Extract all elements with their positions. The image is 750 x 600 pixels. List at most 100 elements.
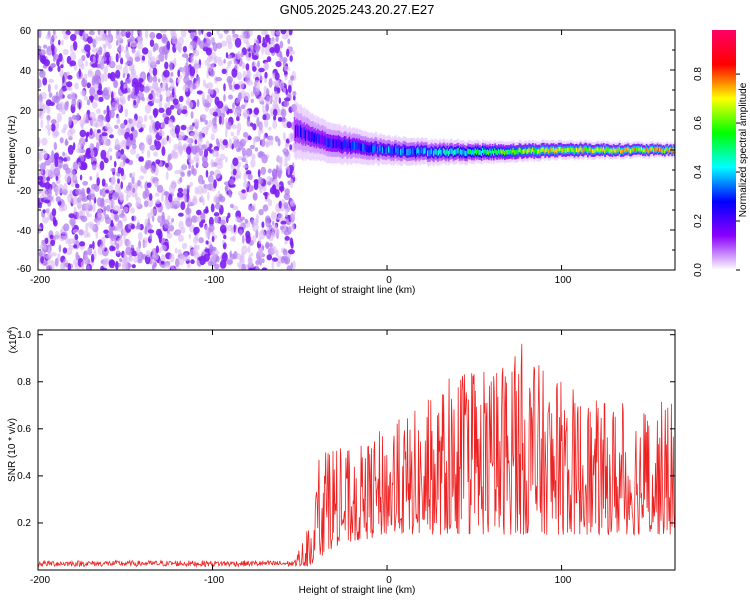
ridge-cell (522, 149, 525, 154)
noise-cell (181, 67, 186, 75)
noise-cell (196, 90, 203, 95)
noise-cell (46, 176, 51, 182)
ridge-cell (507, 149, 510, 155)
ridge-cell (446, 148, 449, 154)
ridge-cell (611, 149, 614, 154)
noise-cell (220, 116, 225, 125)
noise-cell (52, 34, 58, 40)
noise-cell (234, 37, 242, 48)
ridge-cell (385, 147, 388, 154)
noise-cell (193, 244, 198, 250)
noise-cell (126, 240, 132, 247)
noise-cell (79, 174, 83, 181)
noise-cell (208, 119, 213, 128)
ridge-cell (471, 150, 473, 156)
ridge-cell (303, 127, 306, 139)
ridge-cell (550, 147, 553, 152)
noise-cell (96, 89, 103, 96)
ridge-cell (497, 148, 500, 154)
noise-cell (205, 47, 212, 56)
noise-cell (73, 244, 78, 249)
noise-cell (161, 122, 166, 129)
noise-cell (240, 216, 246, 221)
noise-cell (205, 240, 209, 245)
ridge-cell (571, 147, 574, 152)
ridge-cell (508, 149, 511, 155)
ridge-cell (633, 147, 636, 151)
noise-cell (245, 148, 253, 157)
noise-cell (108, 191, 113, 201)
ridge-cell (425, 148, 428, 154)
noise-cell (246, 70, 252, 78)
noise-cell (147, 198, 154, 208)
noise-cell (87, 246, 93, 256)
noise-cell (188, 159, 195, 165)
noise-cell (116, 98, 120, 105)
ridge-cell (634, 147, 637, 152)
ridge-cell (341, 142, 344, 151)
ridge-cell (383, 146, 385, 153)
noise-cell (264, 71, 268, 79)
noise-cell (189, 66, 196, 77)
noise-cell (151, 254, 157, 264)
snr-ticks (37, 330, 675, 570)
ridge-cell (523, 149, 526, 154)
noise-cell (98, 96, 104, 103)
noise-cell (72, 142, 76, 151)
ridge-cell (391, 147, 394, 154)
noise-cell (175, 230, 181, 237)
noise-cell (101, 267, 108, 270)
noise-cell (124, 61, 128, 68)
ridge-cell (460, 149, 462, 155)
noise-cell (52, 30, 56, 36)
ridge-cell (440, 150, 443, 156)
noise-cell (86, 82, 92, 89)
ridge-cell (551, 148, 554, 153)
noise-cell (238, 264, 242, 270)
noise-cell (48, 92, 53, 98)
noise-cell (147, 229, 155, 234)
noise-cell (154, 180, 159, 187)
ridge-cell (599, 148, 602, 153)
noise-cell (119, 95, 126, 103)
noise-cell (72, 161, 79, 171)
noise-cell (115, 243, 120, 250)
noise-cell (103, 207, 106, 216)
y-tick-label: 20 (20, 106, 32, 117)
noise-cell (274, 135, 279, 142)
ridge-cell (310, 131, 313, 142)
noise-cell (288, 30, 293, 36)
noise-region (38, 30, 297, 270)
noise-cell (166, 232, 173, 239)
noise-cell (208, 216, 214, 227)
noise-cell (147, 49, 152, 60)
noise-cell (261, 267, 268, 270)
noise-cell (133, 256, 139, 263)
noise-cell (160, 221, 163, 227)
noise-cell (61, 30, 66, 35)
noise-cell (246, 79, 253, 86)
noise-cell (89, 128, 93, 136)
ridge-cell (363, 144, 366, 152)
noise-cell (248, 267, 255, 270)
noise-cell (85, 137, 88, 143)
noise-cell (41, 188, 48, 197)
noise-cell (218, 115, 222, 125)
noise-cell (59, 137, 64, 144)
noise-cell (264, 215, 271, 224)
noise-cell (230, 224, 234, 234)
noise-cell (141, 123, 146, 129)
noise-cell (97, 30, 101, 36)
noise-cell (154, 192, 160, 197)
noise-cell (106, 151, 110, 159)
ridge-cell (673, 149, 675, 153)
ridge-cell (469, 149, 472, 155)
noise-cell (49, 260, 55, 270)
noise-cell (151, 265, 155, 270)
noise-cell (85, 60, 88, 67)
ridge-cell (524, 148, 527, 153)
ridge-cell (604, 149, 606, 154)
noise-cell (64, 173, 71, 184)
colorbar-tick-label: 0.2 (693, 214, 704, 228)
noise-cell (95, 133, 100, 141)
